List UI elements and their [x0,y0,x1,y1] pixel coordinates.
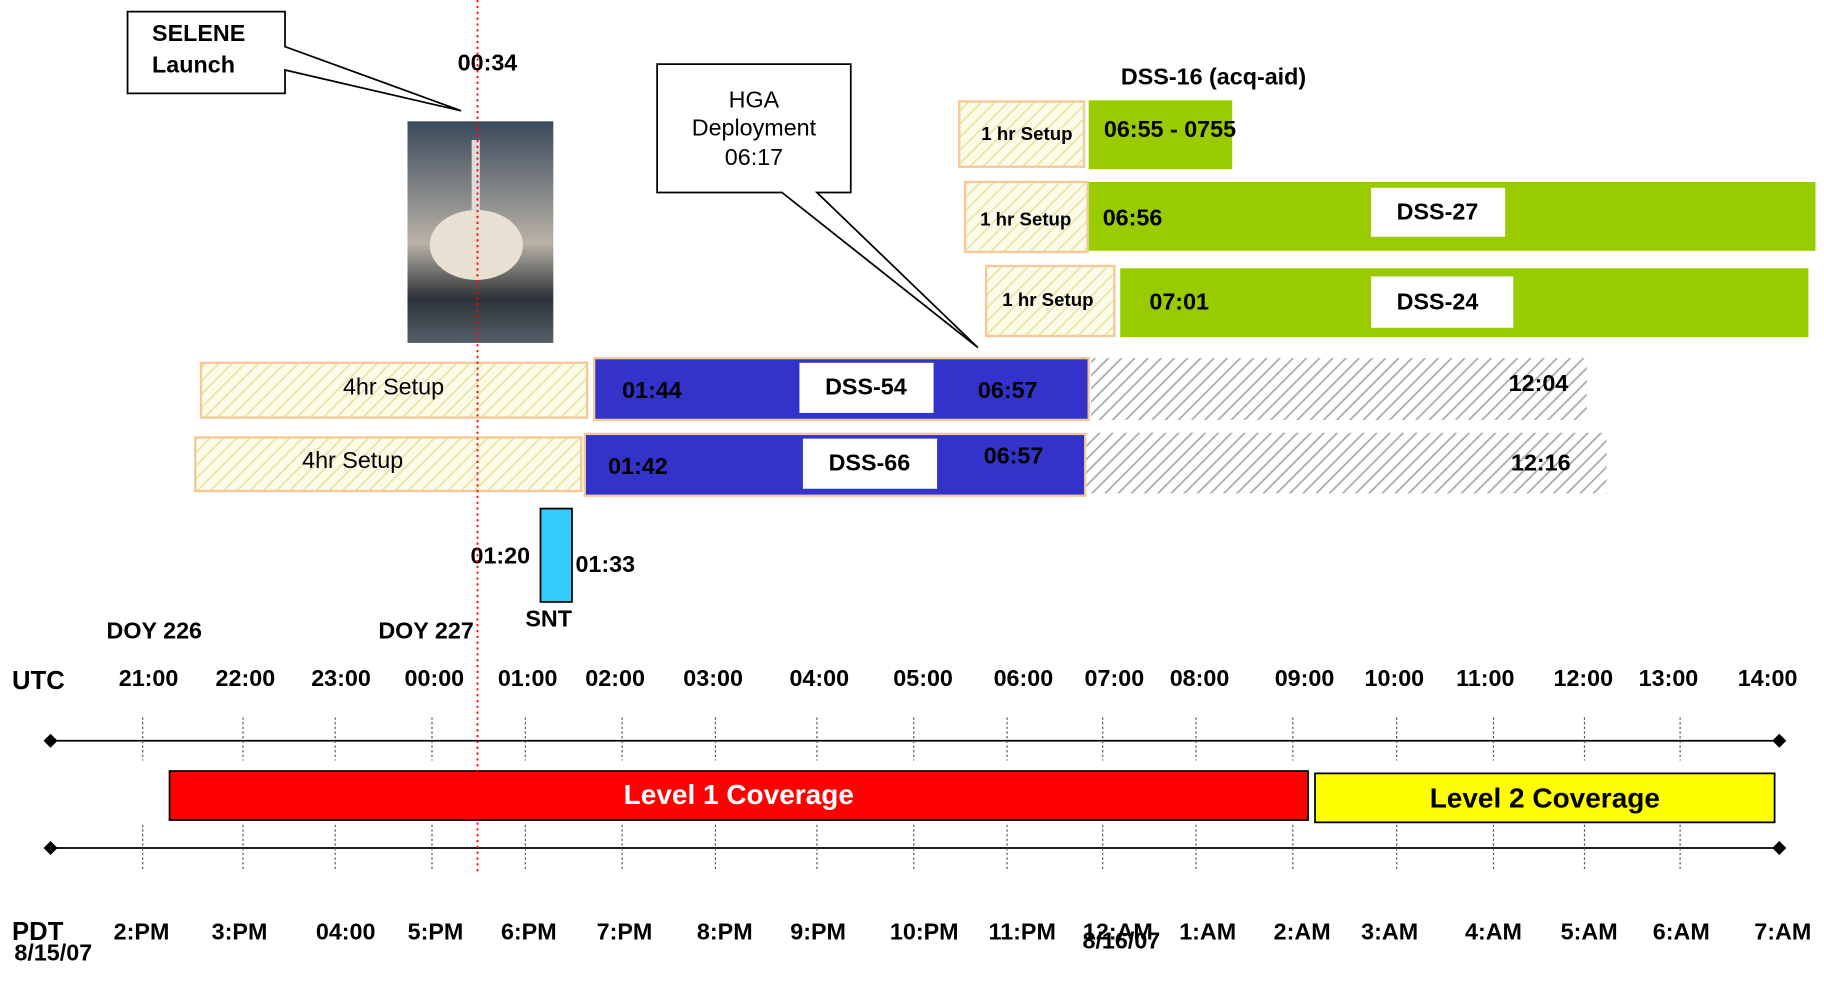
pdt-tick-label: 3:PM [212,918,268,944]
time-label: 06:57 [984,442,1044,468]
pdt-tick-label: 7:PM [597,918,653,944]
time-label: 01:20 [470,543,530,569]
station-label: DSS-54 [825,374,907,400]
pdt-tick-label: 5:AM [1561,918,1618,944]
utc-tick-label: 10:00 [1365,665,1425,691]
callout-text: SELENE [152,20,245,46]
utc-tick-label: 00:00 [405,665,465,691]
title: DSS-16 (acq-aid) [1121,63,1306,89]
pdt-tick-label: 12:AM [1083,918,1153,944]
pdt-tick-label: 2:AM [1274,918,1331,944]
utc-tick-label: 03:00 [683,665,743,691]
callout-text: 06:17 [725,144,783,170]
utc-tick-label: 12:00 [1553,665,1613,691]
setup-label: 4hr Setup [343,374,444,400]
axis-end [1772,734,1786,748]
coverage-label: Level 1 Coverage [624,779,854,810]
pdt-tick-label: 9:PM [790,918,846,944]
utc-tick-label: 06:00 [994,665,1054,691]
utc-tick-label: 07:00 [1085,665,1145,691]
callout [657,64,978,347]
pdt-tick-label: 6:PM [501,918,557,944]
pdt-tick-label: 1:AM [1179,918,1236,944]
pdt-tick-label: 3:AM [1361,918,1418,944]
utc-tick-label: 02:00 [585,665,645,691]
pdt-tick-label: 2:PM [114,918,170,944]
pdt-tick-label: 4:AM [1465,918,1522,944]
time-label: 01:42 [608,453,668,479]
callout-text: Launch [152,52,235,78]
snt-label: SNT [525,606,572,632]
utc-tick-label: 04:00 [789,665,849,691]
callout-text: Deployment [692,115,817,141]
utc-tick-label: 14:00 [1738,665,1798,691]
utc-tick-label: 08:00 [1170,665,1230,691]
utc-tick-label: 05:00 [893,665,953,691]
time-label: 01:44 [622,377,682,403]
station-label: DSS-24 [1397,288,1479,314]
time-label: 01:33 [575,551,635,577]
pdt-tick-label: 6:AM [1653,918,1710,944]
pdt-tick-label: 11:PM [989,918,1056,944]
timeline: SELENE Launch 00:34 HGA Deployment 06:17… [0,0,1824,995]
pdt-tick-label: 04:00 [316,918,376,944]
doy-label: DOY 226 [107,617,203,643]
station-label: DSS-27 [1397,199,1479,225]
setup-label: 4hr Setup [302,447,403,473]
launch-photo [430,210,523,280]
callout-text: HGA [729,87,780,113]
axis-label: UTC [12,667,65,695]
axis-end [1772,841,1786,855]
date-label: 8/15/07 [14,939,92,965]
time-label: 00:34 [458,49,518,75]
utc-tick-label: 22:00 [216,665,276,691]
doy-label: DOY 227 [378,617,473,643]
pdt-tick-label: 8:PM [697,918,753,944]
coverage-label: Level 2 Coverage [1430,783,1660,814]
utc-tick-label: 11:00 [1456,665,1514,691]
utc-tick-label: 01:00 [498,665,558,691]
time-label: 07:01 [1149,288,1209,314]
time-label: 06:55 - 0755 [1104,116,1236,142]
time-label: 12:16 [1511,449,1571,475]
station-label: DSS-66 [829,449,911,475]
launch-photo [472,140,480,210]
pdt-tick-label: 7:AM [1754,918,1811,944]
setup-label: 1 hr Setup [981,123,1072,144]
pdt-tick-label: 5:PM [408,918,464,944]
snt-pass [540,509,571,602]
utc-tick-label: 23:00 [311,665,371,691]
utc-tick-label: 21:00 [119,665,179,691]
pdt-tick-label: 10:PM [890,918,959,944]
time-label: 06:56 [1103,204,1163,230]
setup-label: 1 hr Setup [980,208,1071,229]
axis-end [44,841,58,855]
setup-label: 1 hr Setup [1002,289,1093,310]
time-label: 06:57 [978,377,1038,403]
axis-end [44,734,58,748]
time-label: 12:04 [1509,370,1569,396]
utc-tick-label: 13:00 [1639,665,1699,691]
utc-tick-label: 09:00 [1275,665,1335,691]
